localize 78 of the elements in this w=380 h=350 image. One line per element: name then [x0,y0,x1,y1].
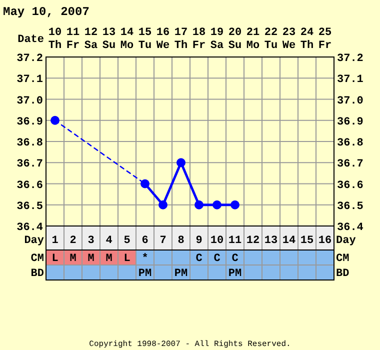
x2-tick-label: 24 Th [300,27,314,52]
y-tick-label: 36.6 [16,180,43,192]
x2-tick-label: 23 We [282,27,296,52]
x-tick-label: 12 [246,235,260,247]
y-tick-label: 36.9 [16,116,43,128]
x-tick-label: 15 [300,235,314,247]
y2-tick-label: 36.7 [337,158,364,171]
text: PM [174,268,188,280]
x-tick-label: 9 [196,235,202,247]
x-tick-label: 5 [124,235,131,247]
y-tick-label: 37.0 [16,95,43,108]
x-tick-label: 3 [88,235,95,247]
x2-tick-label: 20 Su [228,27,242,52]
point [158,200,168,210]
x-tick-label: 4 [106,235,113,247]
y2-tick-label: 36.5 [337,200,364,213]
y-tick-label: 36.7 [16,158,43,171]
point [194,200,204,210]
y-tick-label: 37.1 [16,74,44,86]
category-label: BD [30,268,44,280]
y2-tick-label: 36.4 [337,222,364,234]
text: L [52,253,58,265]
x2-tick-label: 16 We [156,27,170,52]
point [230,200,240,210]
y2-tick-label: 36.8 [337,138,364,150]
x-tick-label: 14 [282,235,296,247]
text: Day [336,235,356,247]
y2-tick-label: 37.1 [337,74,364,86]
x2-axis-title: Date [18,34,44,46]
x-tick-label: 10 [210,235,224,247]
x-tick-label: 13 [264,235,278,247]
category-label: CM [30,253,44,265]
x2-tick-label: 25 Fr [318,27,332,52]
point [140,179,150,188]
category-label: CM [336,253,350,265]
text: L [124,253,130,265]
y2-tick-label: 36.9 [337,116,364,128]
chart-title: May 10, 2007 [3,5,90,19]
y2-tick-label: 36.6 [337,180,364,192]
point [212,200,222,210]
x2-tick-label: 18 Fr [192,27,206,52]
text: Copyright 1998-2007 - All Rights Reserved. [89,340,291,349]
y2-tick-label: 37.0 [337,95,364,108]
x2-tick-label: 21 Mo [246,27,260,52]
text: C [232,253,238,265]
y-tick-label: 36.8 [16,138,44,150]
y2-tick-label: 37.2 [337,53,364,65]
y-tick-label: 36.4 [16,222,44,234]
x-tick-label: 2 [70,235,76,247]
x-tick-label: 16 [318,235,332,247]
x-tick-label: 8 [178,235,185,247]
x2-tick-label: 14 Mo [120,27,134,52]
y-tick-label: 37.2 [16,53,43,65]
x2-tick-label: 19 Sa [210,27,224,52]
x-axis-title: Day [24,235,44,247]
x2-tick-label: 17 Th [174,27,188,52]
x2-tick-label: 15 Tu [138,27,152,52]
x2-tick-label: 10 Th [48,27,62,52]
text: M [106,253,112,265]
point [176,158,186,168]
text: M [88,253,94,265]
x2-tick-label: 12 Sa [84,27,98,52]
x2-tick-label: 22 Tu [264,27,278,52]
x-tick-label: 1 [52,235,59,247]
text: PM [228,268,242,280]
text: M [70,253,76,265]
x2-tick-label: 13 Su [102,27,116,52]
text: C [214,253,220,265]
text: C [196,253,202,265]
text: * [142,253,148,265]
y-tick-label: 36.5 [16,200,44,213]
x-tick-label: 11 [228,235,242,247]
x-tick-label: 7 [160,235,166,247]
text: PM [138,268,152,280]
category-label: BD [336,268,350,280]
point [50,116,60,125]
x-tick-label: 6 [142,235,148,247]
x2-tick-label: 11 Fr [66,27,80,52]
